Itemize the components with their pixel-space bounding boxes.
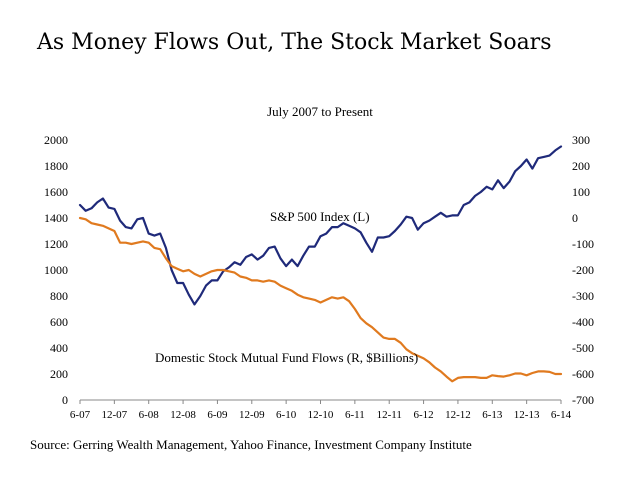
right-tick-label: 100 — [572, 185, 590, 199]
chart-subtitle: July 2007 to Present — [267, 104, 373, 119]
right-tick-label: -700 — [572, 393, 594, 407]
left-y-axis: 0 200 400 600 800 1000 1200 1400 1600 1800 2000 — [44, 133, 68, 407]
x-tick-label: 12-08 — [170, 409, 196, 421]
left-tick-label: 400 — [50, 341, 68, 355]
right-tick-label: -600 — [572, 367, 594, 381]
x-tick-label: 12-12 — [445, 409, 471, 421]
x-tick-label: 12-10 — [308, 409, 334, 421]
x-tick-label: 6-13 — [482, 409, 503, 421]
x-tick-label: 6-09 — [207, 409, 228, 421]
x-tick-label: 6-12 — [413, 409, 433, 421]
left-tick-label: 1800 — [44, 159, 68, 173]
right-tick-label: -200 — [572, 263, 594, 277]
x-tick-label: 12-09 — [239, 409, 265, 421]
source-note: Source: Gerring Wealth Management, Yahoo… — [30, 437, 472, 452]
x-tick-label: 6-10 — [276, 409, 297, 421]
x-tick-label: 12-13 — [514, 409, 540, 421]
left-tick-label: 1000 — [44, 263, 68, 277]
left-tick-label: 1400 — [44, 211, 68, 225]
right-tick-label: -100 — [572, 237, 594, 251]
left-tick-label: 2000 — [44, 133, 68, 147]
left-tick-label: 200 — [50, 367, 68, 381]
x-tick-label: 6-08 — [139, 409, 160, 421]
fund-flows-line — [78, 216, 563, 383]
x-tick-label: 12-11 — [377, 409, 402, 421]
series-lines — [78, 145, 563, 383]
right-tick-label: -300 — [572, 289, 594, 303]
right-tick-label: 200 — [572, 159, 590, 173]
x-tick-label: 6-07 — [70, 409, 91, 421]
sp500-line — [78, 145, 563, 306]
left-tick-label: 0 — [62, 393, 68, 407]
left-tick-label: 600 — [50, 315, 68, 329]
left-tick-label: 1600 — [44, 185, 68, 199]
fund-flows-series-label: Domestic Stock Mutual Fund Flows (R, $Bi… — [155, 350, 418, 365]
right-tick-label: 300 — [572, 133, 590, 147]
right-y-axis: -700 -600 -500 -400 -300 -200 -100 0 100 200 300 — [572, 133, 594, 407]
x-tick-label: 6-14 — [551, 409, 572, 421]
x-axis-ticks: 6-07 12-07 6-08 12-08 6-09 12-09 6-10 12-10 6-11… — [70, 400, 572, 421]
x-tick-label: 12-07 — [102, 409, 128, 421]
left-tick-label: 800 — [50, 289, 68, 303]
right-tick-label: 0 — [572, 211, 578, 225]
right-tick-label: -400 — [572, 315, 594, 329]
x-tick-label: 6-11 — [345, 409, 365, 421]
chart-title: As Money Flows Out, The Stock Market Soa… — [37, 30, 552, 55]
right-tick-label: -500 — [572, 341, 594, 355]
left-tick-label: 1200 — [44, 237, 68, 251]
sp500-series-label: S&P 500 Index (L) — [270, 209, 370, 224]
